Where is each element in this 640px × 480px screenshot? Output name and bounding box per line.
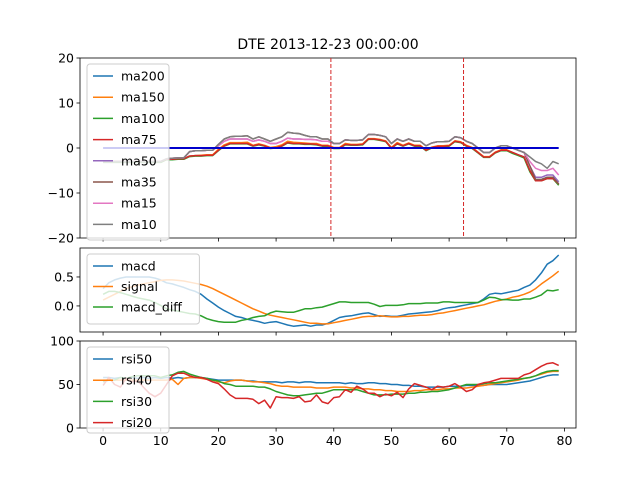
y-tick-label: 100 (50, 334, 74, 349)
panel-1: 20100−10−20ma200ma150ma100ma75ma50ma35ma… (48, 51, 577, 246)
chart-title: DTE 2013-12-23 00:00:00 (237, 37, 418, 53)
x-tick-label: 10 (153, 433, 169, 448)
x-tick-label: 30 (268, 433, 284, 448)
legend-label-ma150: ma150 (121, 90, 165, 105)
x-tick-label: 70 (499, 433, 515, 448)
legend-box (86, 253, 200, 325)
legend-label-ma50: ma50 (121, 153, 157, 168)
legend-label-macd: macd (121, 259, 156, 274)
y-tick-label: 0.5 (54, 269, 74, 284)
legend-label-ma75: ma75 (121, 132, 157, 147)
x-tick-label: 80 (557, 433, 573, 448)
y-tick-label: −20 (48, 231, 74, 246)
legend-label-rsi30: rsi30 (121, 394, 152, 409)
legend-label-ma15: ma15 (121, 196, 157, 211)
x-tick-label: 60 (441, 433, 457, 448)
legend: macd signal macd_diff (86, 253, 200, 325)
legend-label-rsi40: rsi40 (121, 373, 152, 388)
plot-area (103, 58, 560, 238)
x-tick-label: 40 (326, 433, 342, 448)
legend-label-ma35: ma35 (121, 175, 157, 190)
legend-label-signal: signal (121, 279, 158, 294)
y-tick-label: 20 (58, 51, 74, 66)
panel-2: 0.5 0.0 macd signal macd_diff (54, 247, 577, 336)
legend: ma200 ma150 ma100 ma75 ma50 ma35 ma15 ma10 (86, 63, 170, 241)
y-tick-label: 0 (66, 141, 74, 156)
x-tick-label: 20 (210, 433, 226, 448)
legend-label-macd_diff: macd_diff (121, 300, 182, 315)
y-tick-label: 0 (66, 421, 74, 436)
plot-frame (79, 247, 577, 333)
x-tick-label: 50 (383, 433, 399, 448)
series-line-rsi40 (103, 370, 559, 393)
y-tick-label: 0.0 (54, 298, 74, 313)
legend-label-ma200: ma200 (121, 69, 165, 84)
legend-box (86, 63, 170, 241)
legend-label-rsi50: rsi50 (121, 352, 152, 367)
y-tick-label: −10 (48, 186, 74, 201)
legend-label-ma10: ma10 (121, 217, 157, 232)
series-line-ma75 (103, 138, 560, 185)
plot-area (102, 362, 560, 409)
legend-box (86, 346, 170, 434)
series-line-rsi20 (102, 362, 560, 409)
legend-label-rsi20: rsi20 (121, 415, 152, 430)
y-tick-label: 10 (58, 96, 74, 111)
y-tick-label: 50 (58, 377, 74, 392)
x-tick-label: 0 (99, 433, 107, 448)
legend: rsi50 rsi40 rsi30 rsi20 (86, 346, 170, 434)
legend-label-ma100: ma100 (121, 111, 165, 126)
series-line-ma10 (103, 131, 559, 170)
